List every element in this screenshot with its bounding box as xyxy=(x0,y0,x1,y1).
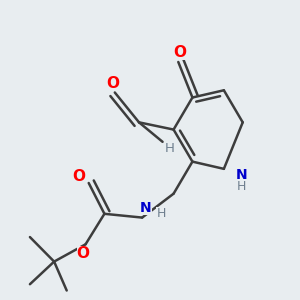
Text: H: H xyxy=(236,180,246,193)
Text: O: O xyxy=(76,246,89,261)
Text: O: O xyxy=(106,76,119,91)
Text: H: H xyxy=(165,142,174,154)
Text: H: H xyxy=(156,207,166,220)
Text: O: O xyxy=(173,45,186,60)
Text: N: N xyxy=(140,201,152,215)
Text: O: O xyxy=(72,169,85,184)
Text: N: N xyxy=(235,168,247,182)
